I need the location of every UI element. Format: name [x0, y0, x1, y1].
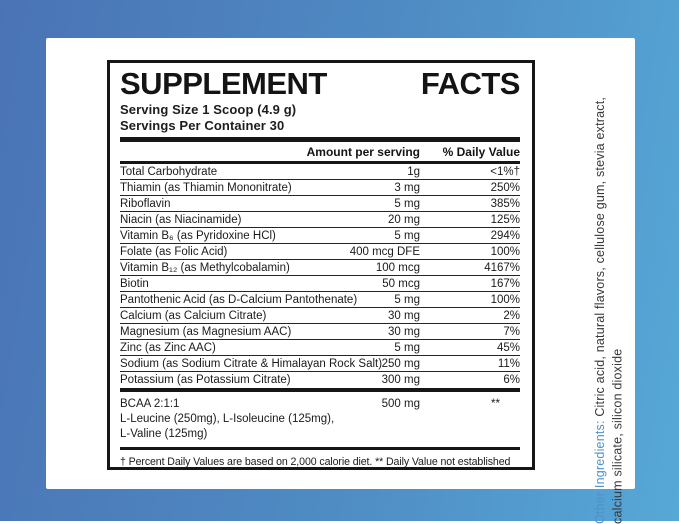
column-header-row: Amount per serving % Daily Value — [120, 142, 520, 161]
nutrient-row: Biotin 50 mcg 167% — [120, 276, 520, 292]
nutrient-rows: Total Carbohydrate 1g <1%† Thiamin (as T… — [120, 164, 520, 388]
nutrient-daily-value: 4167% — [484, 261, 520, 274]
other-ingredients-label: Other Ingredients: — [593, 420, 607, 524]
nutrient-amount: 5 mg — [394, 197, 420, 210]
nutrient-name: Thiamin (as Thiamin Mononitrate) — [120, 181, 292, 194]
nutrient-amount: 100 mcg — [375, 261, 420, 274]
nutrient-name: Pantothenic Acid (as D-Calcium Pantothen… — [120, 293, 358, 306]
supplement-facts-panel: SUPPLEMENT FACTS Serving Size 1 Scoop (4… — [107, 60, 535, 470]
bcaa-components-line1: L-Leucine (250mg), L-Isoleucine (125mg), — [120, 413, 335, 425]
nutrient-row: Folate (as Folic Acid) 400 mcg DFE 100% — [120, 244, 520, 260]
nutrient-daily-value: 385% — [490, 197, 520, 210]
other-ingredients-line1: Other Ingredients: Citric acid, natural … — [592, 58, 610, 524]
nutrient-amount: 20 mg — [388, 213, 420, 226]
daily-value-footnote: † Percent Daily Values are based on 2,00… — [120, 456, 511, 468]
nutrient-row: Total Carbohydrate 1g <1%† — [120, 164, 520, 180]
nutrient-name: Vitamin B₁₂ (as Methylcobalamin) — [120, 261, 290, 274]
nutrient-amount: 5 mg — [394, 293, 420, 306]
nutrient-row: Pantothenic Acid (as D-Calcium Pantothen… — [120, 292, 520, 308]
bcaa-name: BCAA 2:1:1 — [120, 398, 180, 410]
nutrient-name: Vitamin B₆ (as Pyridoxine HCl) — [120, 229, 276, 242]
nutrient-amount: 5 mg — [394, 341, 420, 354]
nutrient-daily-value: 45% — [496, 341, 520, 354]
nutrient-row: Riboflavin 5 mg 385% — [120, 196, 520, 212]
nutrient-row: Zinc (as Zinc AAC) 5 mg 45% — [120, 340, 520, 356]
nutrient-daily-value: 167% — [490, 277, 520, 290]
nutrient-amount: 30 mg — [388, 309, 420, 322]
label-card: SUPPLEMENT FACTS Serving Size 1 Scoop (4… — [46, 38, 635, 524]
nutrient-amount: 250 mg — [381, 357, 420, 370]
divider-under-header — [120, 161, 520, 164]
nutrient-name: Zinc (as Zinc AAC) — [120, 341, 216, 354]
bcaa-section: BCAA 2:1:1 500 mg ** L-Leucine (250mg), … — [120, 392, 520, 447]
nutrient-row: Potassium (as Potassium Citrate) 300 mg … — [120, 372, 520, 388]
nutrient-daily-value: 11% — [497, 357, 520, 370]
nutrient-name: Folate (as Folic Acid) — [120, 245, 228, 258]
servings-per-container: Servings Per Container 30 — [120, 118, 285, 133]
nutrient-row: Calcium (as Calcium Citrate) 30 mg 2% — [120, 308, 520, 324]
nutrient-daily-value: 100% — [490, 245, 520, 258]
other-ingredients-line2: calcium silicate, silicon dioxide — [610, 348, 625, 524]
nutrient-name: Niacin (as Niacinamide) — [120, 213, 242, 226]
nutrient-amount: 50 mcg — [382, 277, 420, 290]
title-facts: FACTS — [420, 66, 521, 101]
bcaa-row: BCAA 2:1:1 500 mg ** — [120, 396, 520, 412]
bcaa-components-line2: L-Valine (125mg) — [120, 428, 208, 440]
serving-size: Serving Size 1 Scoop (4.9 g) — [120, 102, 297, 117]
other-ingredients-list-part1: Citric acid, natural flavors, cellulose … — [593, 96, 607, 421]
nutrient-name: Potassium (as Potassium Citrate) — [120, 374, 291, 386]
nutrient-name: Biotin — [120, 277, 149, 290]
nutrient-amount: 3 mg — [394, 181, 420, 194]
nutrient-daily-value: 100% — [490, 293, 520, 306]
bcaa-daily-value: ** — [491, 398, 500, 410]
nutrient-amount: 300 mg — [381, 374, 420, 386]
divider-thick-top — [120, 137, 520, 142]
nutrient-name: Calcium (as Calcium Citrate) — [120, 309, 267, 322]
nutrient-daily-value: 294% — [490, 229, 520, 242]
panel-title: SUPPLEMENT FACTS — [120, 66, 521, 102]
other-ingredients-vertical-text: Other Ingredients: Citric acid, natural … — [592, 58, 632, 524]
header-daily-value: % Daily Value — [442, 144, 520, 159]
nutrient-name: Sodium (as Sodium Citrate & Himalayan Ro… — [120, 357, 383, 370]
divider-thick-bottom — [120, 388, 520, 392]
nutrient-row: Vitamin B₆ (as Pyridoxine HCl) 5 mg 294% — [120, 228, 520, 244]
nutrient-row: Vitamin B₁₂ (as Methylcobalamin) 100 mcg… — [120, 260, 520, 276]
nutrient-daily-value: 250% — [490, 181, 520, 194]
divider-above-footnote — [120, 447, 520, 450]
nutrient-row: Sodium (as Sodium Citrate & Himalayan Ro… — [120, 356, 520, 372]
nutrient-name: Magnesium (as Magnesium AAC) — [120, 325, 292, 338]
nutrient-row: Niacin (as Niacinamide) 20 mg 125% — [120, 212, 520, 228]
nutrient-amount: 30 mg — [388, 325, 420, 338]
nutrient-row: Thiamin (as Thiamin Mononitrate) 3 mg 25… — [120, 180, 520, 196]
nutrient-amount: 1g — [407, 165, 420, 178]
nutrient-daily-value: 125% — [490, 213, 520, 226]
nutrient-name: Total Carbohydrate — [120, 165, 218, 178]
nutrient-row: Magnesium (as Magnesium AAC) 30 mg 7% — [120, 324, 520, 340]
nutrient-name: Riboflavin — [120, 197, 171, 210]
nutrient-daily-value: 6% — [503, 374, 520, 386]
nutrient-daily-value: <1%† — [490, 165, 520, 178]
header-amount-per-serving: Amount per serving — [306, 144, 420, 159]
nutrient-amount: 400 mcg DFE — [349, 245, 420, 258]
bcaa-amount: 500 mg — [381, 398, 420, 410]
nutrient-daily-value: 7% — [503, 325, 520, 338]
title-supplement: SUPPLEMENT — [120, 66, 327, 101]
nutrient-amount: 5 mg — [394, 229, 420, 242]
nutrient-daily-value: 2% — [503, 309, 520, 322]
